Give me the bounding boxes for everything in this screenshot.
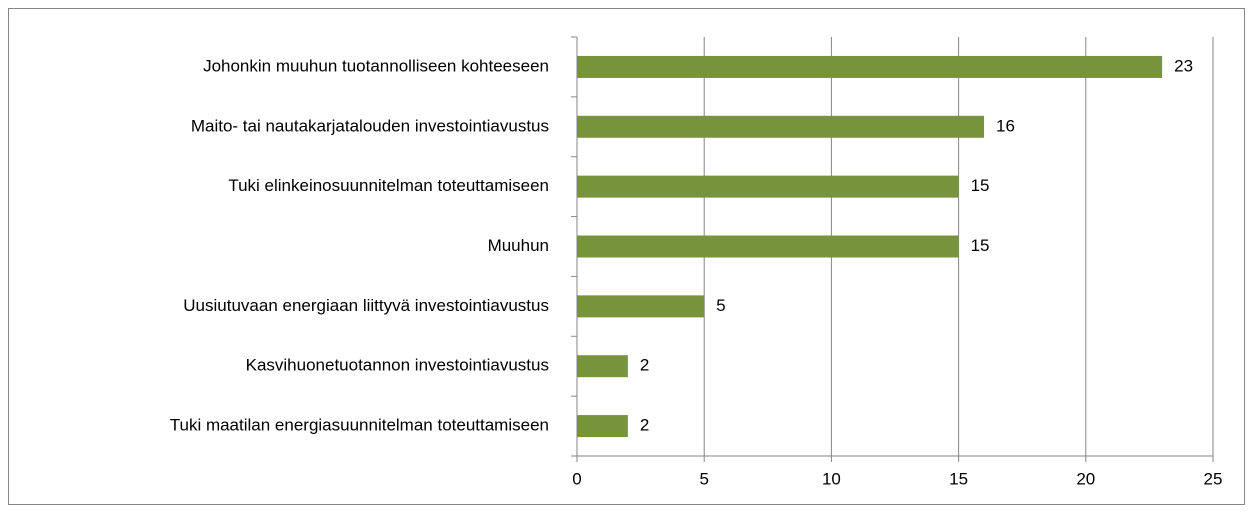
- x-tick-label: 10: [822, 469, 841, 488]
- y-tick-label: Maito- tai nautakarjatalouden investoint…: [191, 116, 549, 135]
- bar: [577, 55, 1163, 78]
- y-tick-label: Tuki elinkeinosuunnitelman toteuttamisee…: [228, 176, 549, 195]
- data-label: 15: [971, 236, 990, 255]
- y-tick-label: Kasvihuonetuotannon investointiavustus: [246, 356, 549, 375]
- data-label: 5: [716, 296, 725, 315]
- x-tick-label: 15: [949, 469, 968, 488]
- x-tick-label: 20: [1076, 469, 1095, 488]
- bar: [577, 115, 985, 138]
- x-tick-label: 25: [1204, 469, 1223, 488]
- data-label: 2: [640, 356, 649, 375]
- y-tick-label: Tuki maatilan energiasuunnitelman toteut…: [170, 416, 549, 435]
- data-label: 16: [996, 116, 1015, 135]
- data-label: 23: [1174, 56, 1193, 75]
- y-tick-label: Johonkin muuhun tuotannolliseen kohteese…: [203, 56, 549, 75]
- y-tick-label: Uusiutuvaan energiaan liittyvä investoin…: [183, 296, 549, 315]
- data-label: 15: [971, 176, 990, 195]
- bar: [577, 235, 959, 258]
- bar: [577, 175, 959, 198]
- data-label: 2: [640, 416, 649, 435]
- bar: [577, 355, 628, 378]
- x-tick-label: 5: [699, 469, 708, 488]
- x-tick-label: 0: [572, 469, 581, 488]
- bar: [577, 295, 705, 318]
- bar: [577, 415, 628, 438]
- y-tick-label: Muuhun: [488, 236, 549, 255]
